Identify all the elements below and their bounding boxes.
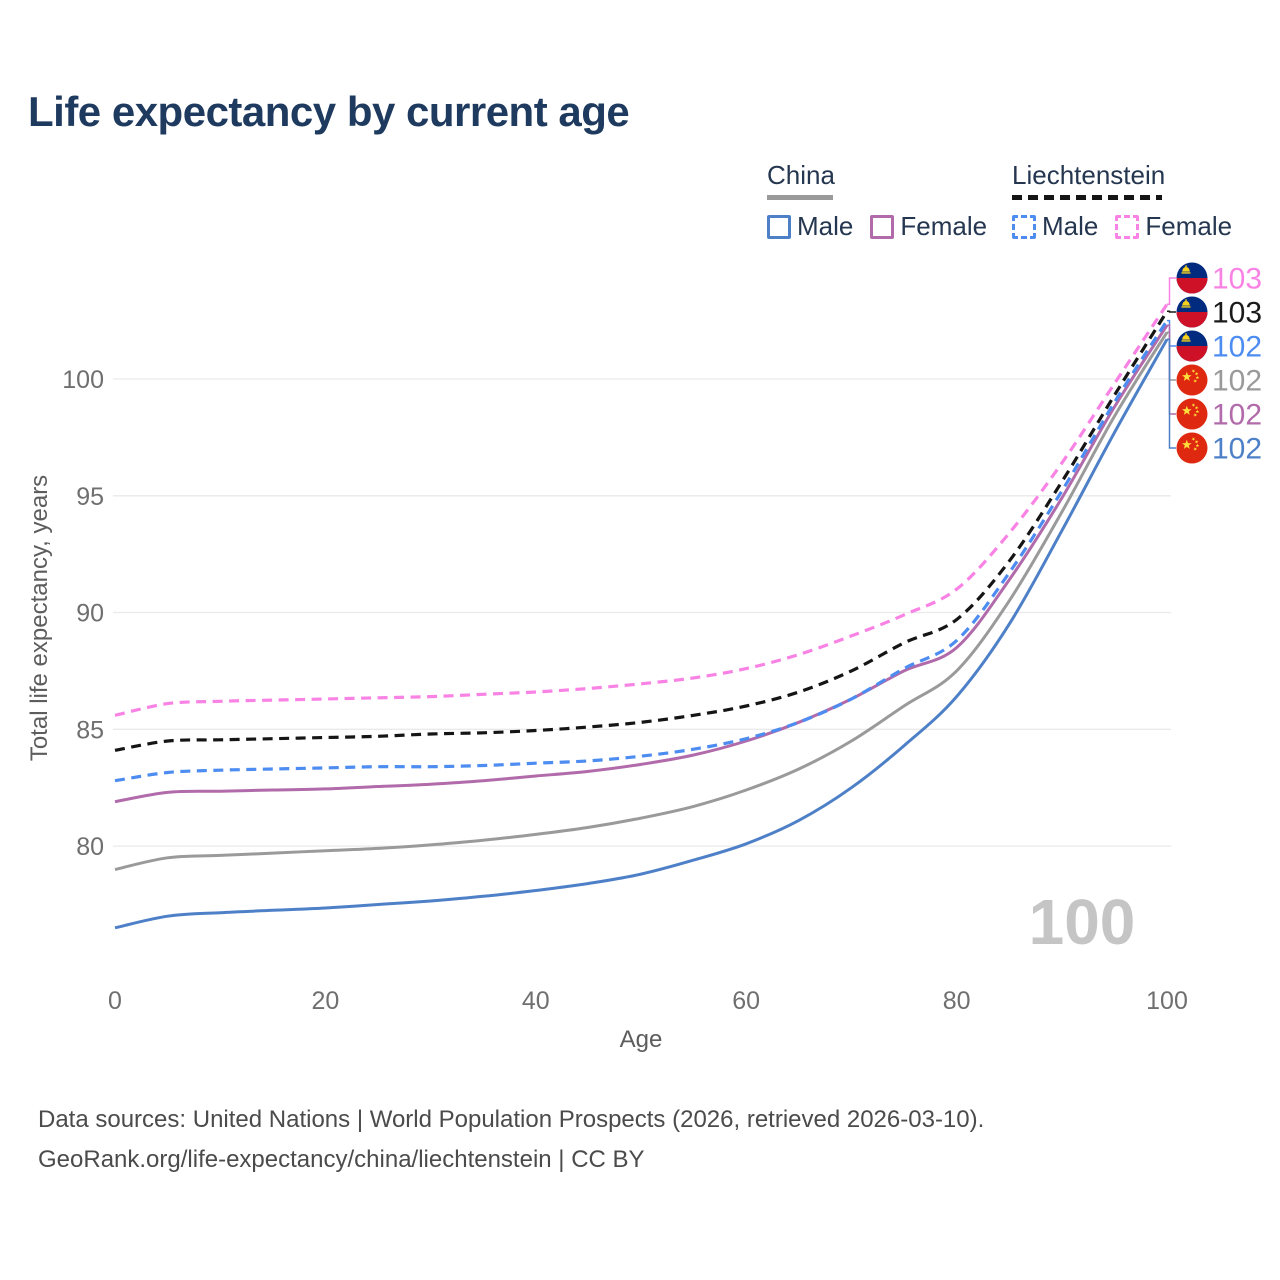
legend-toggle-liechtenstein-male[interactable]: Male xyxy=(1012,211,1098,242)
legend-label-china-female[interactable]: Female xyxy=(900,211,988,241)
series-line-liechtenstein-male xyxy=(114,319,1169,783)
flag-star xyxy=(1193,413,1197,417)
grid-layer xyxy=(113,378,1171,847)
tick-layer: 80 85 90 95 100 0 20 40 60 80 100 xyxy=(62,366,1188,1015)
x-tick-label: 100 xyxy=(1146,987,1188,1015)
china-flag-icon xyxy=(1176,432,1208,464)
legend-group-liechtenstein: Liechtenstein Male Female xyxy=(1012,160,1232,242)
series-line-liechtenstein-female xyxy=(114,303,1169,717)
flag-star xyxy=(1195,371,1199,376)
flag-star xyxy=(1191,437,1196,441)
end-label-row-liechtenstein: 103 xyxy=(1176,296,1262,330)
flag-star xyxy=(1195,443,1200,448)
x-tick-label: 20 xyxy=(311,987,339,1015)
series-line-china xyxy=(114,331,1169,871)
flag-star xyxy=(1191,369,1196,373)
legend-label-china-male[interactable]: Male xyxy=(797,211,854,241)
flag-star xyxy=(1195,405,1199,410)
age-cursor-watermark: 100 xyxy=(1029,886,1136,958)
footer-sources: Data sources: United Nations | World Pop… xyxy=(38,1106,985,1133)
legend-label-liechtenstein-female[interactable]: Female xyxy=(1145,211,1233,241)
series-line-china-male xyxy=(114,338,1169,930)
legend-group-china: China Male Female xyxy=(767,160,987,242)
china-flag-icon xyxy=(1176,364,1208,396)
end-label-value-liechtenstein: 103 xyxy=(1212,297,1262,330)
y-tick-label: 85 xyxy=(76,716,104,744)
y-tick-label: 80 xyxy=(76,833,104,861)
legend-header-liechtenstein: Liechtenstein xyxy=(1012,160,1166,190)
legend-items-china: Male Female xyxy=(767,211,987,242)
end-label-row-china-female: 102 xyxy=(1176,398,1262,432)
y-tick-label: 90 xyxy=(76,600,104,628)
end-label-row-liechtenstein-female: 103 xyxy=(1176,262,1262,296)
footer-attribution: GeoRank.org/life-expectancy/china/liecht… xyxy=(38,1146,645,1173)
flag-star xyxy=(1195,439,1199,444)
legend-toggle-china-female[interactable]: Female xyxy=(870,211,987,242)
chart-footer: Data sources: United Nations | World Pop… xyxy=(38,1100,984,1180)
end-label-value-china-female: 102 xyxy=(1212,399,1262,432)
flag-star xyxy=(1182,371,1192,381)
end-label-value-china: 102 xyxy=(1212,365,1262,398)
flag-crown xyxy=(1181,299,1191,308)
end-label-connector-liechtenstein-female xyxy=(1167,277,1176,306)
legend-items-liechtenstein: Male Female xyxy=(1012,211,1232,242)
legend-header-china: China xyxy=(767,160,835,190)
china-flag-icon xyxy=(1176,398,1208,430)
legend-swatch-liechtenstein-female[interactable] xyxy=(1115,214,1140,239)
y-tick-label: 95 xyxy=(76,483,104,511)
flag-half xyxy=(1176,346,1208,362)
flag-crown xyxy=(1181,333,1191,342)
legend-label-liechtenstein-male[interactable]: Male xyxy=(1042,211,1099,241)
end-label-value-liechtenstein-female: 103 xyxy=(1212,263,1262,296)
end-label-row-liechtenstein-male: 102 xyxy=(1176,330,1262,364)
flag-star xyxy=(1195,409,1200,414)
flag-star xyxy=(1193,379,1197,383)
x-tick-label: 40 xyxy=(522,987,550,1015)
end-label-row-china-male: 102 xyxy=(1176,432,1262,466)
flag-star xyxy=(1193,447,1197,451)
flag-star xyxy=(1182,405,1192,415)
end-label-connector-liechtenstein-male xyxy=(1167,319,1176,347)
legend-toggle-china-male[interactable]: Male xyxy=(767,211,853,242)
x-tick-label: 80 xyxy=(943,987,971,1015)
end-label-row-china: 102 xyxy=(1176,364,1262,398)
flag-half xyxy=(1176,312,1208,328)
flag-star xyxy=(1195,375,1200,380)
flag-star xyxy=(1191,403,1196,407)
end-label-connector-china-male xyxy=(1167,338,1176,449)
series-line-china-female xyxy=(114,324,1169,804)
legend-swatch-china-female[interactable] xyxy=(870,214,895,239)
flag-half xyxy=(1176,278,1208,294)
flag-star xyxy=(1182,439,1192,449)
legend-china-line-swatch xyxy=(767,195,833,200)
legend-swatch-liechtenstein-male[interactable] xyxy=(1012,214,1036,239)
legend-swatch-china-male[interactable] xyxy=(767,214,791,239)
flag-crown xyxy=(1181,265,1191,274)
y-axis-title: Total life expectancy, years xyxy=(26,475,53,761)
y-tick-label: 100 xyxy=(62,366,104,394)
end-label-value-liechtenstein-male: 102 xyxy=(1212,331,1262,364)
legend-toggle-liechtenstein-female[interactable]: Female xyxy=(1115,211,1232,242)
end-label-connector-liechtenstein xyxy=(1167,310,1176,313)
end-label-value-china-male: 102 xyxy=(1212,433,1262,466)
page-title: Life expectancy by current age xyxy=(28,88,630,135)
legend-liechtenstein-line-swatch xyxy=(1012,195,1162,200)
series-layer xyxy=(114,303,1169,930)
x-tick-label: 60 xyxy=(732,987,760,1015)
x-tick-label: 0 xyxy=(108,987,122,1015)
series-line-liechtenstein xyxy=(114,310,1169,752)
x-axis-title: Age xyxy=(620,1026,663,1053)
